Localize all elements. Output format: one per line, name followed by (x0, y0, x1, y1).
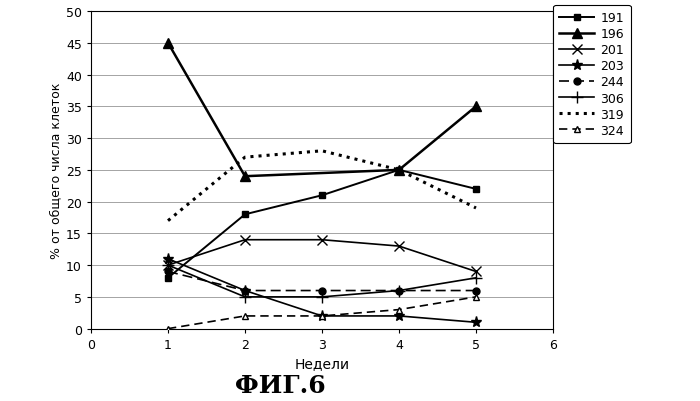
244 (241, 288, 249, 293)
244 (318, 288, 326, 293)
306 (472, 276, 480, 281)
Text: ФИГ.6: ФИГ.6 (234, 373, 326, 397)
Line: 196: 196 (163, 39, 481, 182)
324 (318, 314, 326, 318)
244 (164, 269, 172, 274)
203 (472, 320, 480, 325)
Line: 191: 191 (164, 167, 480, 282)
196 (395, 168, 403, 173)
Line: 319: 319 (168, 152, 476, 221)
201 (164, 263, 172, 268)
Y-axis label: % от общего числа клеток: % от общего числа клеток (49, 83, 62, 258)
319 (395, 168, 403, 173)
201 (241, 238, 249, 243)
Line: 201: 201 (163, 235, 481, 277)
201 (318, 238, 326, 243)
201 (472, 269, 480, 274)
191 (241, 213, 249, 217)
319 (164, 219, 172, 223)
319 (241, 155, 249, 160)
Line: 306: 306 (162, 260, 482, 303)
191 (472, 187, 480, 192)
Legend: 191, 196, 201, 203, 244, 306, 319, 324: 191, 196, 201, 203, 244, 306, 319, 324 (553, 6, 631, 144)
324 (472, 295, 480, 300)
319 (318, 149, 326, 154)
X-axis label: Недели: Недели (295, 356, 349, 370)
324 (241, 314, 249, 318)
201 (395, 244, 403, 249)
324 (164, 326, 172, 331)
191 (164, 276, 172, 281)
191 (318, 193, 326, 198)
Line: 203: 203 (162, 253, 482, 328)
196 (472, 105, 480, 109)
196 (164, 41, 172, 46)
244 (395, 288, 403, 293)
306 (164, 263, 172, 268)
196 (241, 174, 249, 179)
203 (318, 314, 326, 318)
203 (241, 288, 249, 293)
Line: 244: 244 (164, 268, 480, 294)
191 (395, 168, 403, 173)
324 (395, 308, 403, 312)
306 (395, 288, 403, 293)
319 (472, 206, 480, 211)
306 (241, 295, 249, 300)
203 (164, 257, 172, 261)
203 (395, 314, 403, 318)
306 (318, 295, 326, 300)
Line: 324: 324 (164, 294, 480, 332)
244 (472, 288, 480, 293)
